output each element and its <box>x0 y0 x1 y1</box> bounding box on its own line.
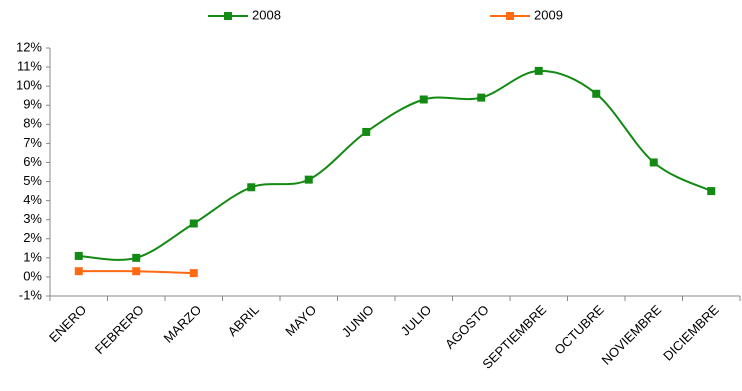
y-tick-label: 6% <box>23 154 42 169</box>
y-tick-label: 7% <box>23 135 42 150</box>
y-tick-label: 4% <box>23 192 42 207</box>
x-tick-label: NOVIEMBRE <box>599 302 665 368</box>
x-tick-label: MARZO <box>160 302 204 346</box>
marker <box>477 93 486 102</box>
y-tick-label: 2% <box>23 230 42 245</box>
legend-marker <box>224 12 232 20</box>
marker <box>189 219 198 228</box>
marker <box>362 127 371 136</box>
x-tick-label: JULIO <box>398 302 435 339</box>
legend-label: 2008 <box>252 7 281 22</box>
marker <box>304 175 313 184</box>
y-tick-label: -1% <box>19 287 43 302</box>
x-tick-label: DICIEMBRE <box>660 302 722 364</box>
x-tick-label: MAYO <box>282 302 319 339</box>
x-tick-label: JUNIO <box>339 302 377 340</box>
x-tick-label: ENERO <box>46 302 89 345</box>
marker <box>189 269 198 278</box>
y-tick-label: 12% <box>16 39 42 54</box>
marker <box>534 66 543 75</box>
y-tick-label: 9% <box>23 97 42 112</box>
x-tick-label: OCTUBRE <box>551 302 607 358</box>
series-line <box>78 69 712 261</box>
x-tick-label: AGOSTO <box>442 302 492 352</box>
y-tick-label: 11% <box>17 59 42 74</box>
legend-label: 2009 <box>534 7 563 22</box>
marker <box>419 95 428 104</box>
y-tick-label: 10% <box>16 78 42 93</box>
y-tick-label: 8% <box>23 116 42 131</box>
marker <box>247 183 256 192</box>
marker <box>707 187 716 196</box>
marker <box>132 253 141 262</box>
marker <box>649 158 658 167</box>
x-tick-label: FEBRERO <box>92 302 147 357</box>
y-tick-label: 1% <box>23 249 42 264</box>
legend-marker <box>506 12 514 20</box>
marker <box>132 267 141 276</box>
y-tick-label: 0% <box>23 268 42 283</box>
marker <box>74 251 83 260</box>
marker <box>592 89 601 98</box>
x-tick-label: ABRIL <box>225 302 262 339</box>
y-tick-label: 3% <box>23 211 42 226</box>
y-tick-label: 5% <box>23 173 42 188</box>
marker <box>74 267 83 276</box>
